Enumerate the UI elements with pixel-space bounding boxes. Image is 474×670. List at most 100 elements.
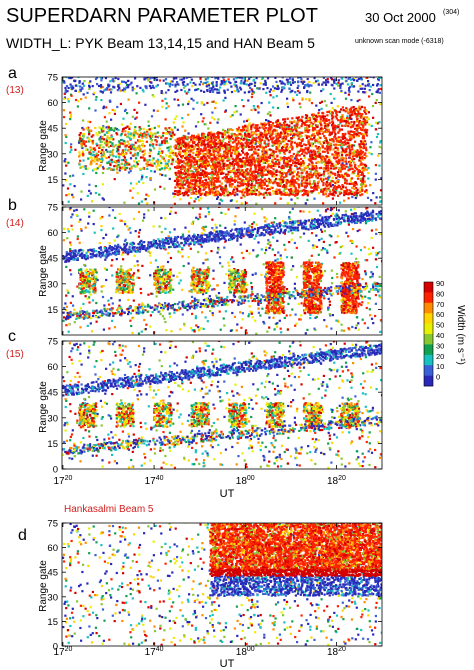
data-cell (197, 146, 200, 149)
data-cell (254, 177, 257, 180)
data-cell (322, 172, 325, 175)
data-cell (341, 159, 344, 162)
data-cell (185, 152, 188, 155)
data-cell (266, 77, 270, 80)
data-cell (277, 149, 280, 152)
data-cell (281, 165, 284, 168)
data-cell (194, 83, 197, 86)
data-cell (184, 163, 187, 166)
data-cell (355, 150, 358, 153)
colorbar-tick: 30 (436, 341, 444, 350)
data-cell (260, 166, 263, 169)
data-cell (352, 85, 356, 88)
data-cell (350, 117, 353, 120)
data-cell (315, 167, 318, 170)
data-cell (225, 143, 228, 146)
data-cell (216, 186, 219, 189)
data-cell (127, 86, 130, 89)
data-cell (237, 126, 241, 129)
data-cell (228, 80, 231, 84)
data-cell (363, 111, 367, 114)
data-cell (95, 152, 98, 155)
data-cell (339, 143, 342, 147)
data-cell (257, 183, 260, 186)
data-cell (206, 83, 209, 86)
data-cell (137, 134, 140, 137)
data-cell (81, 146, 84, 150)
data-cell (332, 167, 335, 170)
data-cell (359, 140, 363, 143)
panel-c-ylabel: Range gate (38, 381, 49, 433)
data-cell (139, 127, 142, 130)
data-cell (172, 77, 175, 80)
data-cell (274, 157, 277, 160)
data-cell (310, 160, 313, 163)
data-cell (281, 137, 284, 141)
data-cell (291, 159, 294, 162)
data-cell (200, 142, 203, 145)
data-cell (339, 158, 342, 161)
data-cell (291, 141, 294, 144)
data-cell (275, 177, 278, 180)
data-cell (248, 193, 251, 196)
data-cell (144, 152, 147, 155)
data-cell (136, 154, 139, 157)
data-cell (365, 109, 368, 112)
data-cell (250, 190, 253, 193)
data-cell (361, 193, 364, 196)
data-cell (360, 152, 363, 156)
data-cell (220, 168, 223, 171)
data-cell (132, 136, 135, 139)
data-cell (309, 137, 312, 140)
data-cell (334, 154, 337, 157)
data-cell (207, 184, 211, 187)
data-cell (234, 149, 237, 152)
data-cell (286, 97, 289, 100)
data-cell (380, 77, 382, 79)
data-cell (228, 149, 231, 153)
data-cell (147, 79, 150, 82)
data-cell (367, 83, 371, 86)
data-cell (238, 173, 242, 176)
data-cell (129, 152, 132, 155)
data-cell (121, 89, 124, 92)
data-cell (91, 154, 94, 157)
data-cell (257, 129, 260, 132)
data-cell (213, 158, 216, 161)
data-cell (246, 192, 249, 195)
data-cell (346, 115, 349, 118)
data-cell (161, 140, 164, 143)
data-cell (339, 116, 342, 119)
data-cell (194, 89, 197, 92)
data-cell (305, 147, 308, 150)
data-cell (266, 87, 269, 90)
data-cell (64, 91, 67, 94)
data-cell (234, 105, 237, 108)
data-cell (292, 170, 295, 173)
data-cell (240, 144, 243, 147)
data-cell (361, 155, 364, 158)
data-cell (179, 138, 182, 141)
data-cell (204, 161, 207, 164)
data-cell (350, 167, 353, 170)
data-cell (184, 167, 187, 170)
data-cell (262, 162, 265, 165)
data-cell (253, 161, 256, 164)
data-cell (326, 146, 329, 149)
data-cell (351, 78, 354, 81)
data-cell (102, 127, 105, 131)
data-cell (100, 130, 104, 133)
data-cell (241, 125, 244, 128)
data-cell (85, 140, 88, 143)
data-cell (216, 178, 220, 181)
data-cell (206, 89, 209, 92)
data-cell (175, 166, 178, 170)
data-cell (212, 100, 215, 103)
data-cell (271, 124, 274, 127)
data-cell (196, 148, 199, 151)
data-cell (206, 101, 209, 105)
data-cell (109, 141, 112, 144)
data-cell (368, 123, 371, 126)
data-cell (63, 81, 66, 84)
data-cell (260, 169, 263, 172)
